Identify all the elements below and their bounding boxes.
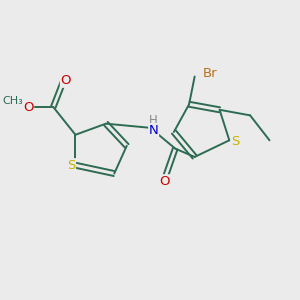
Text: S: S [67, 159, 76, 172]
Text: O: O [23, 100, 34, 113]
Text: H: H [149, 114, 158, 127]
Text: S: S [231, 135, 240, 148]
Text: CH₃: CH₃ [3, 96, 23, 106]
Text: O: O [159, 175, 169, 188]
Text: N: N [149, 124, 158, 136]
Text: Br: Br [203, 67, 218, 80]
Text: O: O [61, 74, 71, 87]
